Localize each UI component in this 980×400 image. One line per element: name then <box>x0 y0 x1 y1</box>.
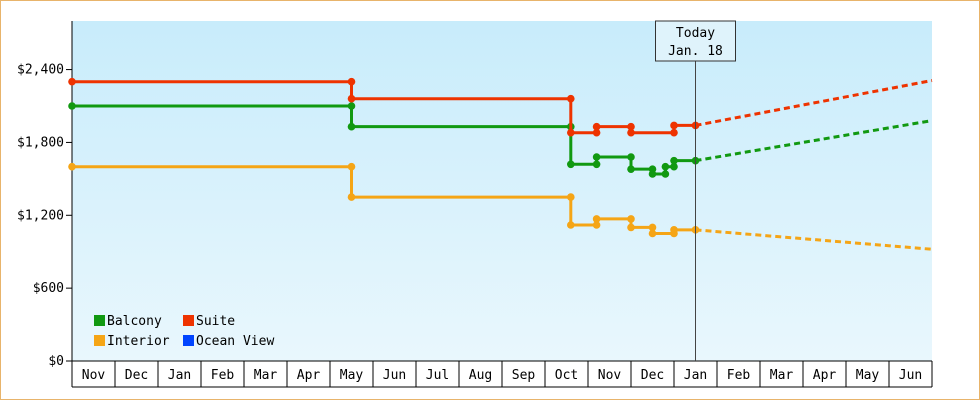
x-tick-label: Mar <box>770 368 794 383</box>
data-point-suite <box>627 128 635 137</box>
y-tick-label: $2,400 <box>17 63 64 78</box>
data-point-balcony <box>670 156 678 165</box>
y-tick-label: $0 <box>48 354 64 369</box>
data-point-suite <box>592 122 601 131</box>
legend-label: Balcony <box>107 314 162 329</box>
data-point-balcony <box>661 162 670 171</box>
data-point-balcony <box>347 122 356 131</box>
x-tick-label: Jan <box>168 368 191 383</box>
x-tick-label: Nov <box>82 368 106 383</box>
today-marker: Today Jan. 18 <box>655 20 736 361</box>
data-point-suite <box>567 94 575 103</box>
x-tick-label: Feb <box>727 368 751 383</box>
x-tick-label: Dec <box>641 368 664 383</box>
x-tick-label: Jan <box>684 368 707 383</box>
x-tick-label: Jun <box>899 368 922 383</box>
forecast-line-suite <box>695 79 933 127</box>
data-point-interior <box>592 221 601 229</box>
y-tick-label: $600 <box>33 281 64 296</box>
data-point-interior <box>347 162 356 171</box>
legend-swatch <box>94 315 105 326</box>
data-point-balcony <box>627 165 635 173</box>
y-tick-label: $1,800 <box>17 135 64 150</box>
x-axis: Nov Dec Jan Feb Mar Apr May Jun Jul Aug Sep Oct Nov D… <box>71 360 933 388</box>
x-tick-label: Aug <box>469 368 492 383</box>
data-point-interior <box>592 215 601 223</box>
x-tick-label: Jul <box>426 368 449 383</box>
data-point-balcony <box>627 153 635 161</box>
data-point-suite <box>670 128 678 137</box>
legend-label: Suite <box>196 314 235 329</box>
legend-swatch <box>183 335 194 346</box>
legend-swatch <box>183 315 194 326</box>
today-label: Today <box>676 26 715 41</box>
data-point-interior <box>567 221 575 229</box>
data-point-interior <box>648 229 657 238</box>
x-tick-label: Apr <box>813 368 837 383</box>
x-tick-label: Feb <box>211 368 235 383</box>
x-tick-label: Apr <box>297 368 321 383</box>
data-point-balcony <box>567 160 575 169</box>
data-point-interior <box>670 226 678 234</box>
x-tick-label: May <box>856 368 880 383</box>
data-point-suite <box>347 94 356 103</box>
x-tick-label: Mar <box>254 368 278 383</box>
data-point-interior <box>347 193 356 201</box>
data-point-interior <box>68 162 76 171</box>
x-tick-label: Jun <box>383 368 406 383</box>
plot-background <box>72 21 932 361</box>
data-point-suite <box>627 122 635 131</box>
data-point-balcony <box>592 160 601 169</box>
y-axis: $0 $600 $1,200 $1,800 $2,400 <box>17 21 73 369</box>
y-tick-label: $1,200 <box>17 208 64 223</box>
today-box <box>655 20 736 62</box>
data-point-interior <box>627 215 635 223</box>
x-tick-label: Sep <box>512 368 536 383</box>
series-layer <box>68 77 933 251</box>
data-point-suite <box>567 128 575 137</box>
series-line-balcony <box>72 104 696 176</box>
data-point-interior <box>648 223 657 232</box>
x-tick-label: Nov <box>598 368 622 383</box>
data-point-balcony <box>648 170 657 178</box>
data-point-balcony <box>661 170 670 178</box>
data-point-balcony <box>670 162 678 171</box>
legend-label: Ocean View <box>196 334 274 349</box>
data-point-suite <box>670 121 678 130</box>
data-point-suite <box>347 77 356 86</box>
x-tick-label: Dec <box>125 368 148 383</box>
legend-label: Interior <box>107 334 170 349</box>
data-point-balcony <box>68 102 76 110</box>
data-point-suite <box>592 128 601 137</box>
data-point-suite <box>68 77 76 86</box>
data-point-balcony <box>592 153 601 161</box>
data-point-balcony <box>347 102 356 110</box>
legend: Balcony Suite Interior Ocean View <box>94 314 274 349</box>
data-point-interior <box>627 223 635 232</box>
data-point-interior <box>567 193 575 201</box>
legend-swatch <box>94 335 105 346</box>
x-tick-label: May <box>340 368 364 383</box>
x-tick-label: Oct <box>555 368 578 383</box>
today-date: Jan. 18 <box>668 44 723 59</box>
